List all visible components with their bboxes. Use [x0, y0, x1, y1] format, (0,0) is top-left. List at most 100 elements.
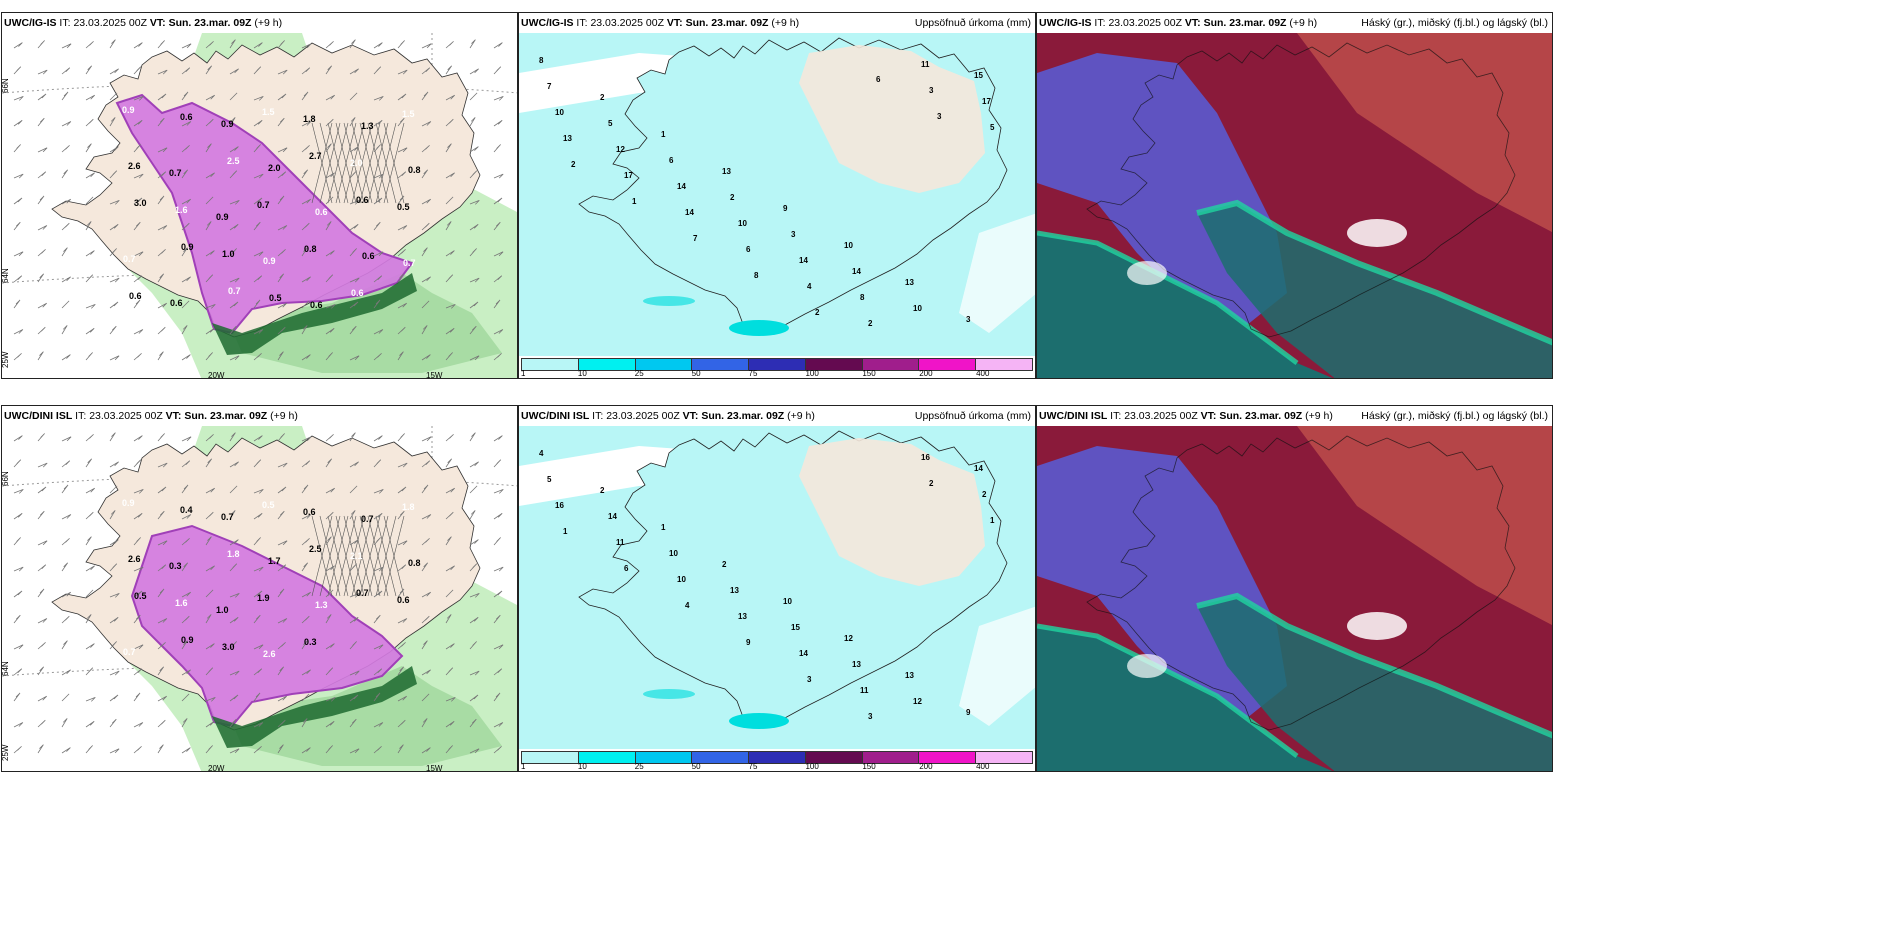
wind-barb	[397, 171, 407, 179]
wind-barb	[493, 746, 502, 754]
precip-value-label: 2.5	[227, 156, 240, 166]
land-dry-area	[799, 438, 985, 586]
wind-barb	[205, 536, 212, 546]
sea-gap	[959, 606, 1035, 726]
wind-barb	[37, 351, 44, 361]
precip-value-label: 0.6	[180, 112, 193, 122]
wind-barb	[109, 432, 116, 442]
precip-value-label: 1.8	[303, 114, 316, 124]
precip-value-label: 2.6	[128, 161, 141, 171]
wind-barb	[13, 566, 24, 572]
wind-barb	[445, 304, 456, 309]
wind-barbs	[13, 432, 504, 754]
low-cloud-edge	[1037, 623, 1299, 758]
precip-amount-label: 14	[608, 512, 617, 521]
wind-barb	[61, 276, 71, 283]
precip-amount-label: 8	[539, 56, 544, 65]
scale-tick-label: 25	[634, 369, 644, 378]
map-clouds	[1037, 33, 1552, 378]
wind-barb	[61, 325, 68, 335]
wind-barb	[373, 512, 383, 520]
precip-amount-label: 5	[990, 123, 995, 132]
wind-barb	[37, 171, 47, 179]
wind-barb	[373, 459, 382, 468]
wind-barb	[181, 436, 192, 442]
scale-tick-label: 50	[691, 762, 701, 771]
wind-barb	[37, 486, 47, 494]
wind-barb	[205, 65, 213, 75]
wind-barb	[205, 94, 215, 101]
wind-barb	[181, 198, 191, 205]
wind-barb	[37, 117, 45, 127]
wind-barb	[301, 91, 309, 101]
wind-barb	[349, 355, 360, 361]
wind-barb	[325, 327, 335, 335]
wind-barb	[157, 618, 168, 624]
wind-barb	[325, 352, 333, 361]
wind-barb	[61, 669, 71, 676]
wind-barb	[157, 666, 165, 676]
scale-swatch	[578, 752, 636, 763]
precip-amount-label: 12	[913, 697, 922, 706]
wind-barb	[421, 562, 429, 572]
wind-barb	[493, 251, 504, 257]
wind-barb	[61, 145, 70, 153]
wind-barb	[229, 223, 239, 231]
wind-barb	[205, 250, 215, 257]
wind-barb	[133, 197, 143, 205]
precip-value-label: 0.6	[310, 300, 323, 310]
wind-barb	[277, 351, 284, 361]
moderate-precip-patch	[643, 689, 695, 699]
wind-barb	[61, 121, 72, 127]
wind-barb	[421, 354, 431, 361]
wind-barb	[85, 745, 93, 754]
low-cloud-layer	[1037, 233, 1333, 378]
wind-barb	[253, 221, 261, 231]
hatch-line	[359, 122, 381, 204]
wind-barb	[349, 39, 356, 49]
scale-tick-label: 100	[805, 762, 819, 771]
precip-value-label: 0.7	[356, 588, 369, 598]
lon-label-25w: 25W	[2, 351, 10, 368]
wind-barb	[61, 718, 68, 728]
heavy-rain-band	[212, 273, 417, 355]
wind-barb	[205, 304, 216, 309]
wind-barb	[421, 67, 431, 75]
wind-barb	[325, 511, 334, 520]
wind-barb	[397, 93, 407, 101]
wind-barb	[61, 640, 68, 650]
wind-barb	[349, 277, 360, 283]
wind-barb	[37, 249, 46, 257]
wind-barb	[277, 744, 284, 754]
wind-barb	[133, 459, 142, 468]
wind-barb	[181, 222, 190, 231]
wind-barb	[37, 719, 46, 728]
wind-barb	[277, 540, 288, 546]
wind-barb	[229, 510, 236, 520]
wind-barb	[13, 197, 23, 205]
wind-barb	[205, 487, 215, 494]
wind-barb	[445, 697, 456, 702]
wind-barb	[373, 275, 383, 283]
wind-barb	[373, 537, 381, 546]
land-dry-area	[799, 45, 985, 193]
wind-barb	[349, 248, 357, 257]
scale-tick-label: 150	[862, 762, 876, 771]
wind-barb	[373, 692, 381, 702]
precip-amount-label: 14	[799, 649, 808, 658]
wind-barb	[421, 640, 428, 650]
wind-barb	[493, 353, 502, 361]
wind-barb	[85, 65, 93, 75]
wind-barb	[205, 118, 214, 127]
wind-barb	[181, 276, 191, 283]
wind-barb	[301, 43, 312, 49]
wind-barb	[13, 42, 23, 49]
wind-barb	[37, 744, 44, 754]
precip-amount-label: 10	[555, 108, 564, 117]
wind-barb	[253, 275, 263, 283]
precip-amount-label: 14	[677, 182, 686, 191]
wind-barb	[493, 566, 504, 572]
precip-value-label: 0.7	[169, 168, 182, 178]
wind-barb	[469, 277, 480, 283]
wind-barb	[325, 697, 336, 702]
